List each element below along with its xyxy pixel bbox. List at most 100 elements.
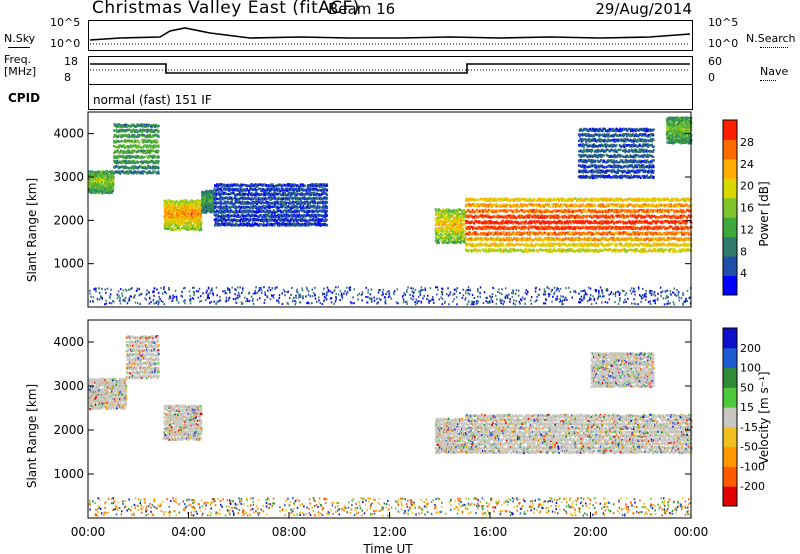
echo-cell <box>119 124 122 127</box>
echo-cell <box>253 217 256 221</box>
echo-cell <box>205 190 208 193</box>
echo-cell <box>253 185 256 188</box>
echo-cell <box>145 149 148 152</box>
echo-cell <box>311 198 314 201</box>
echo-cell <box>90 170 93 174</box>
echo-cell <box>157 162 159 165</box>
echo-cell <box>106 174 109 177</box>
echo-cell <box>241 183 244 186</box>
echo-cell <box>189 204 192 207</box>
echo-cell <box>213 189 215 192</box>
echo-cell <box>118 145 121 148</box>
echo-cell <box>298 213 301 216</box>
echo-cell <box>178 218 181 221</box>
echo-cell <box>170 205 173 208</box>
echo-cell <box>143 170 146 173</box>
echo-cell <box>120 129 122 133</box>
echo-cell <box>196 220 199 223</box>
echo-cell <box>285 194 287 197</box>
echo-cell <box>188 202 191 205</box>
echo-cell <box>103 174 105 178</box>
echo-cell <box>248 222 251 226</box>
echo-cell <box>443 215 446 218</box>
echo-cell <box>318 185 321 188</box>
echo-cell <box>199 229 201 232</box>
echo-cell <box>320 197 323 200</box>
echo-cell <box>288 224 291 227</box>
echo-cell <box>125 123 128 126</box>
echo-cell <box>113 129 116 132</box>
echo-cell <box>89 170 92 173</box>
echo-cell <box>444 222 447 225</box>
echo-cell <box>178 211 181 214</box>
echo-cell <box>255 204 257 207</box>
echo-cell <box>237 189 240 193</box>
echo-cell <box>146 144 148 147</box>
echo-cell <box>296 209 299 212</box>
echo-cell <box>115 141 117 144</box>
echo-cell <box>271 213 273 216</box>
echo-cell <box>154 159 157 163</box>
echo-cell <box>206 197 208 200</box>
echo-cell <box>326 184 329 187</box>
echo-cell <box>435 218 437 221</box>
echo-cell <box>197 228 200 231</box>
echo-cell <box>319 224 322 227</box>
echo-cell <box>134 161 137 164</box>
echo-cell <box>248 192 251 195</box>
echo-cell <box>443 239 446 242</box>
echo-cell <box>166 206 169 209</box>
echo-cell <box>165 199 167 202</box>
echo-cell <box>435 240 437 243</box>
echo-cell <box>146 172 149 175</box>
echo-cell <box>137 161 140 164</box>
echo-cell <box>285 201 288 204</box>
echo-cell <box>263 205 265 208</box>
echo-cell <box>115 133 118 136</box>
echo-cell <box>452 227 455 230</box>
echo-cell <box>264 183 267 186</box>
echo-cell <box>240 183 242 186</box>
echo-cell <box>120 150 122 153</box>
echo-cell <box>287 192 290 195</box>
echo-cell <box>149 128 151 131</box>
echo-cell <box>121 130 124 133</box>
echo-cell <box>225 214 228 217</box>
echo-cell <box>157 124 160 127</box>
echo-cell <box>117 162 120 165</box>
echo-cell <box>326 224 329 227</box>
echo-cell <box>105 184 107 187</box>
echo-cell <box>142 172 144 175</box>
echo-cell <box>150 139 152 143</box>
echo-cell <box>274 214 277 217</box>
echo-cell <box>299 214 302 217</box>
echo-cell <box>186 201 189 204</box>
echo-cell <box>282 201 285 204</box>
echo-cell <box>221 222 223 225</box>
echo-cell <box>200 226 202 229</box>
echo-cell <box>241 198 244 201</box>
echo-cell <box>471 208 474 211</box>
echo-cell <box>138 141 141 144</box>
echo-cell <box>215 211 218 214</box>
echo-cell <box>179 216 182 219</box>
echo-cell <box>326 193 329 196</box>
echo-cell <box>250 210 253 213</box>
echo-cell <box>150 125 152 128</box>
echo-cell <box>304 184 306 187</box>
echo-cell <box>256 211 259 214</box>
echo-cell <box>263 207 266 210</box>
echo-cell <box>168 199 170 202</box>
echo-cell <box>126 139 129 142</box>
echo-cell <box>201 203 204 206</box>
echo-cell <box>185 224 188 227</box>
echo-cell <box>170 215 173 218</box>
echo-cell <box>237 200 240 203</box>
echo-cell <box>302 223 305 226</box>
echo-cell <box>252 205 254 208</box>
echo-cell <box>285 197 288 200</box>
echo-cell <box>183 208 186 211</box>
echo-cell <box>229 211 231 214</box>
echo-cell <box>213 195 215 198</box>
echo-cell <box>246 198 249 201</box>
